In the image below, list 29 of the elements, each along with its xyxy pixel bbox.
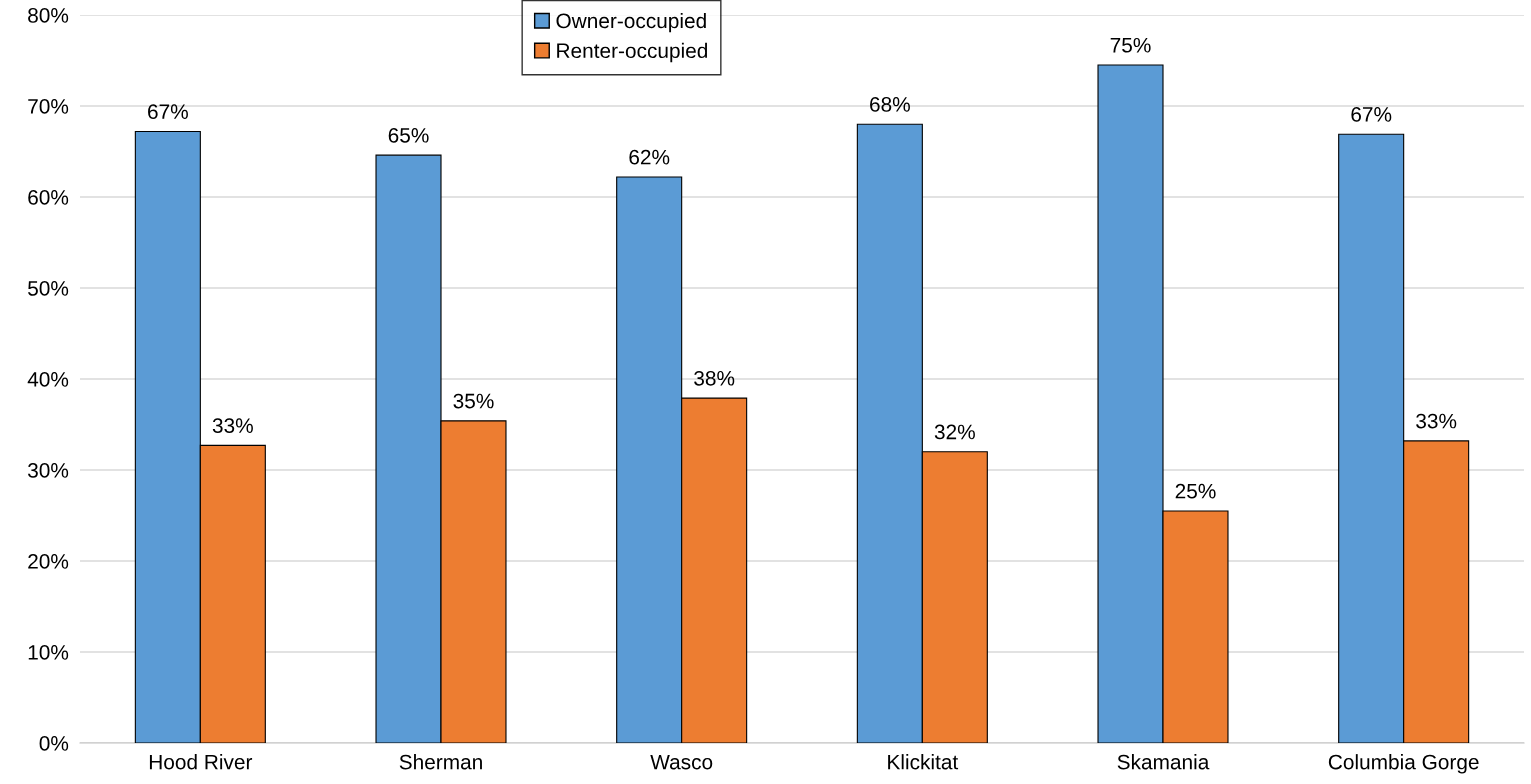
- x-tick-label: Columbia Gorge: [1328, 754, 1479, 774]
- y-tick-label: 40%: [27, 372, 69, 387]
- y-tick-label: 0%: [39, 736, 69, 751]
- data-label: 62%: [629, 149, 670, 165]
- y-tick-label: 50%: [28, 281, 69, 296]
- y-tick-label: 10%: [28, 645, 69, 660]
- y-tick-label: 60%: [28, 190, 69, 205]
- legend-label: Renter-occupied: [557, 42, 708, 63]
- y-tick-label: 20%: [28, 554, 69, 569]
- data-label: 67%: [148, 104, 188, 120]
- y-tick-label: 70%: [28, 99, 69, 114]
- y-tick-label: 80%: [28, 8, 69, 23]
- x-tick-label: Klickitat: [888, 754, 959, 770]
- data-label: 35%: [453, 393, 494, 409]
- legend-label: Owner-occupied: [556, 12, 706, 33]
- data-label: 75%: [1110, 37, 1151, 53]
- data-label: 38%: [694, 370, 735, 386]
- y-tick-label: 30%: [27, 463, 69, 478]
- x-tick-label: Hood River: [149, 754, 253, 770]
- x-tick-label: Wasco: [650, 754, 713, 770]
- data-label: 33%: [1416, 413, 1457, 429]
- x-tick-label: Skamania: [1117, 754, 1210, 770]
- data-label: 32%: [934, 424, 975, 440]
- data-label: 25%: [1175, 483, 1216, 499]
- x-tick-label: Sherman: [399, 754, 482, 770]
- data-label: 68%: [870, 97, 910, 112]
- data-label: 67%: [1351, 107, 1392, 122]
- data-label: 65%: [388, 127, 429, 143]
- data-label: 33%: [212, 418, 253, 433]
